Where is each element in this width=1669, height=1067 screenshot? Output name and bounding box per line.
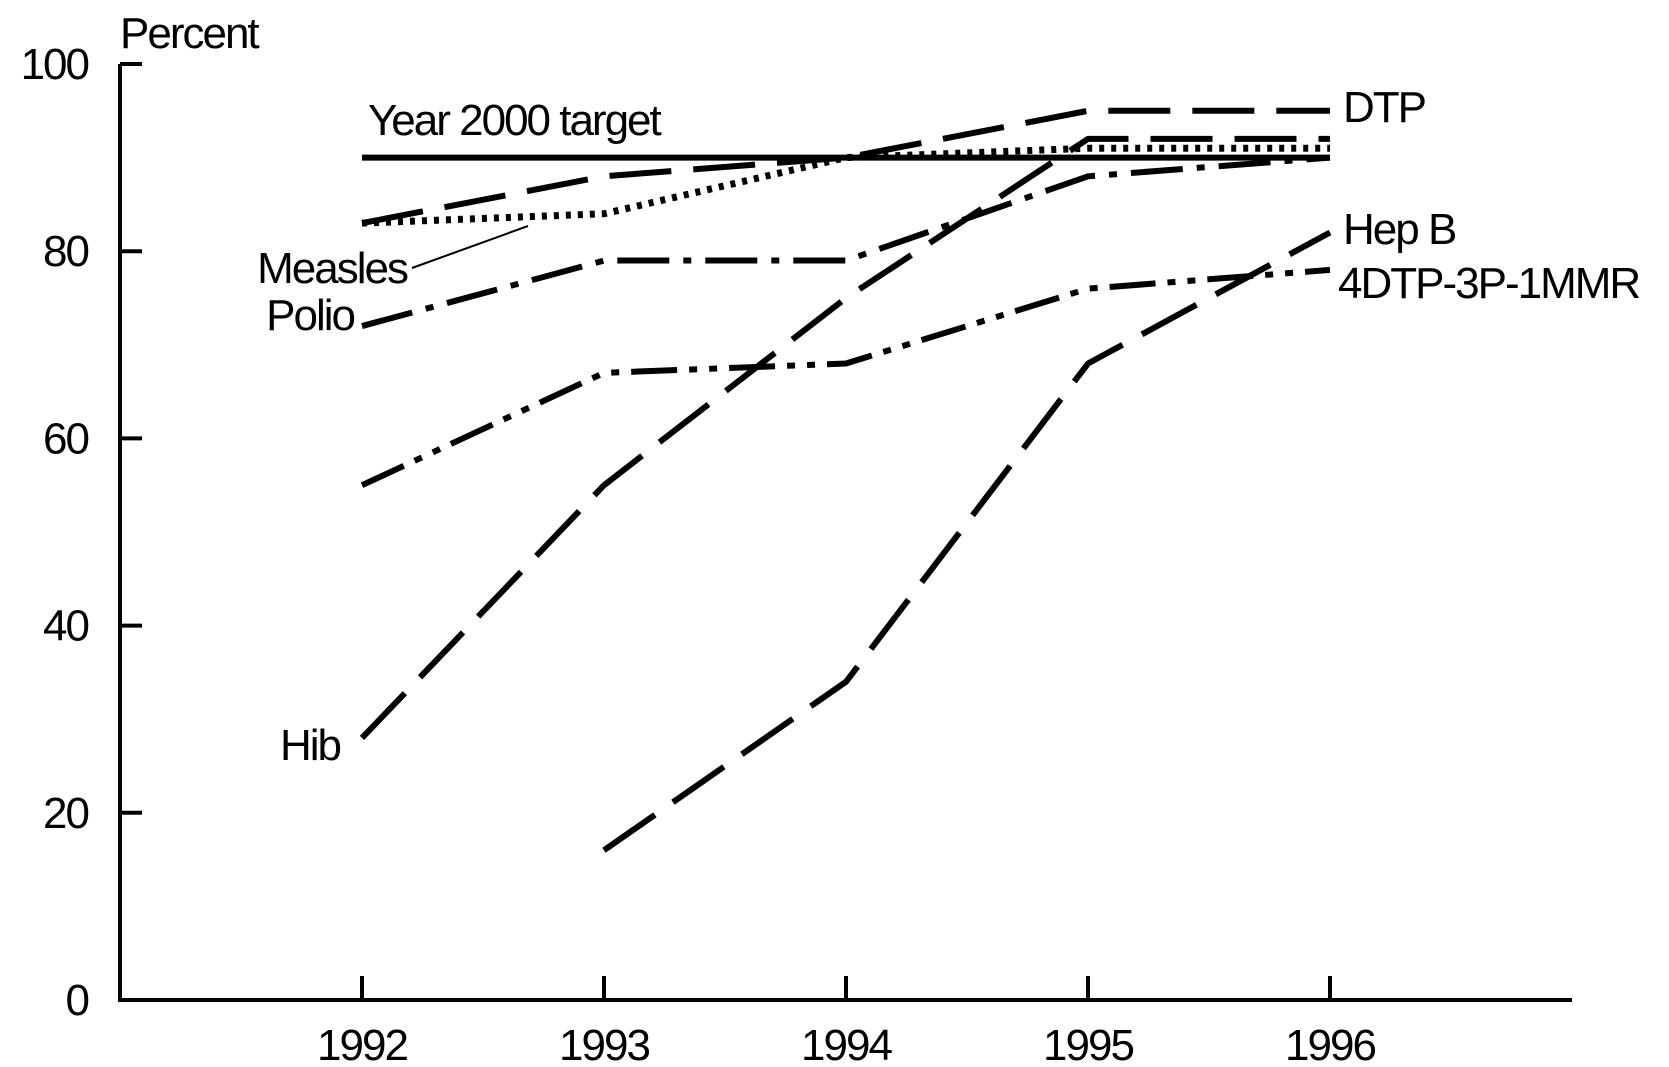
target-group: Year 2000 target xyxy=(362,96,1330,161)
series-label-dtp: DTP xyxy=(1343,83,1426,132)
x-tick-label: 1996 xyxy=(1285,1021,1375,1067)
x-tick-label: 1992 xyxy=(317,1021,407,1067)
series-label-polio: Polio xyxy=(266,291,354,340)
y-ticks: 0 20 40 60 80 100 xyxy=(21,40,142,1025)
series-line-dtp xyxy=(361,107,1330,227)
target-label: Year 2000 target xyxy=(368,96,662,145)
y-tick-label: 80 xyxy=(43,227,88,276)
series-line-hep-b xyxy=(602,229,1332,853)
series-line-4dtp-3p-1mmr xyxy=(360,266,1331,488)
series-label-measles: Measles xyxy=(257,244,408,293)
series-label-4dtp: 4DTP-3P-1MMR xyxy=(1338,259,1639,308)
series-label-hib: Hib xyxy=(280,721,341,770)
series-line-polio xyxy=(361,154,1331,329)
y-tick-label: 40 xyxy=(43,602,88,651)
series-label-hepb: Hep B xyxy=(1343,205,1456,254)
series-group xyxy=(359,107,1332,853)
x-tick-label: 1994 xyxy=(801,1021,892,1067)
y-tick-label: 100 xyxy=(21,40,89,89)
y-tick-label: 0 xyxy=(66,976,89,1025)
series-line-hib xyxy=(359,135,1330,740)
y-axis-title: Percent xyxy=(120,9,259,58)
y-tick-label: 60 xyxy=(43,414,88,463)
x-tick-label: 1993 xyxy=(559,1021,649,1067)
series-labels: DTP Measles Polio Hib 4DTP-3P-1MMR Hep B xyxy=(257,83,1641,770)
x-ticks: 1992 1993 1994 1995 1996 xyxy=(317,976,1377,1067)
measles-leader-line xyxy=(411,225,529,269)
x-tick-label: 1995 xyxy=(1043,1021,1133,1067)
y-tick-label: 20 xyxy=(43,789,88,838)
